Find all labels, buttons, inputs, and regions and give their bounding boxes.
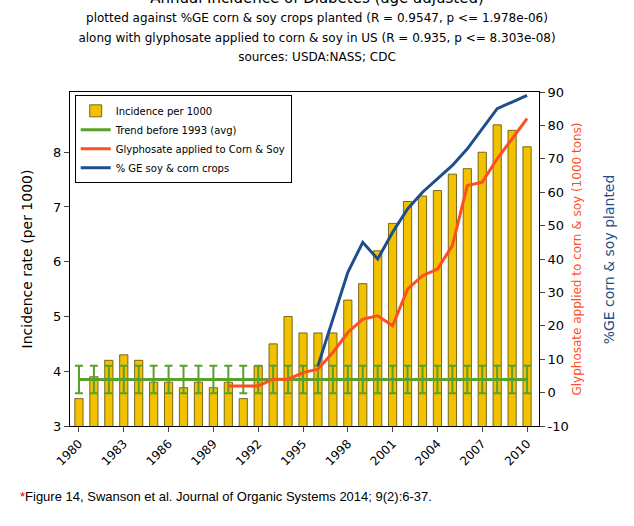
svg-text:1992: 1992 bbox=[233, 437, 264, 468]
svg-text:50: 50 bbox=[548, 218, 565, 233]
svg-text:1998: 1998 bbox=[323, 437, 354, 468]
svg-text:40: 40 bbox=[548, 252, 565, 267]
svg-text:4: 4 bbox=[53, 364, 61, 379]
svg-text:90: 90 bbox=[548, 85, 565, 100]
svg-text:8: 8 bbox=[53, 145, 61, 160]
svg-text:1980: 1980 bbox=[54, 437, 85, 468]
svg-text:1995: 1995 bbox=[278, 437, 309, 468]
svg-text:Glyphosate applied to Corn & S: Glyphosate applied to Corn & Soy bbox=[116, 144, 285, 155]
svg-text:3: 3 bbox=[53, 419, 61, 434]
svg-text:1989: 1989 bbox=[188, 437, 219, 468]
svg-text:70: 70 bbox=[548, 151, 565, 166]
svg-text:%GE corn & soy planted: %GE corn & soy planted bbox=[601, 175, 617, 345]
svg-text:5: 5 bbox=[53, 309, 61, 324]
svg-text:2001: 2001 bbox=[367, 437, 398, 468]
svg-text:80: 80 bbox=[548, 118, 565, 133]
svg-text:0: 0 bbox=[548, 385, 556, 400]
svg-text:Trend before 1993 (avg): Trend before 1993 (avg) bbox=[115, 125, 237, 136]
svg-text:1986: 1986 bbox=[143, 437, 174, 468]
svg-text:Annual Incidence of Diabetes (: Annual Incidence of Diabetes (age adjust… bbox=[78, 0, 555, 64]
svg-text:20: 20 bbox=[548, 318, 565, 333]
svg-text:30: 30 bbox=[548, 285, 565, 300]
svg-text:Glyphosate applied to corn & s: Glyphosate applied to corn & soy (1000 t… bbox=[570, 122, 584, 395]
svg-text:% GE soy & corn crops: % GE soy & corn crops bbox=[116, 163, 229, 174]
svg-text:10: 10 bbox=[548, 352, 565, 367]
svg-text:1983: 1983 bbox=[99, 437, 130, 468]
svg-text:Incidence per 1000: Incidence per 1000 bbox=[116, 106, 212, 117]
svg-text:2007: 2007 bbox=[457, 437, 488, 468]
svg-text:7: 7 bbox=[53, 200, 61, 215]
svg-text:-10: -10 bbox=[548, 419, 569, 434]
svg-text:6: 6 bbox=[53, 254, 61, 269]
svg-text:2010: 2010 bbox=[502, 437, 533, 468]
svg-text:Incidence rate (per 1000): Incidence rate (per 1000) bbox=[19, 170, 35, 349]
svg-text:2004: 2004 bbox=[412, 437, 443, 468]
svg-text:60: 60 bbox=[548, 185, 565, 200]
svg-text:*Figure 14, Swanson et al. Jou: *Figure 14, Swanson et al. Journal of Or… bbox=[20, 489, 432, 504]
